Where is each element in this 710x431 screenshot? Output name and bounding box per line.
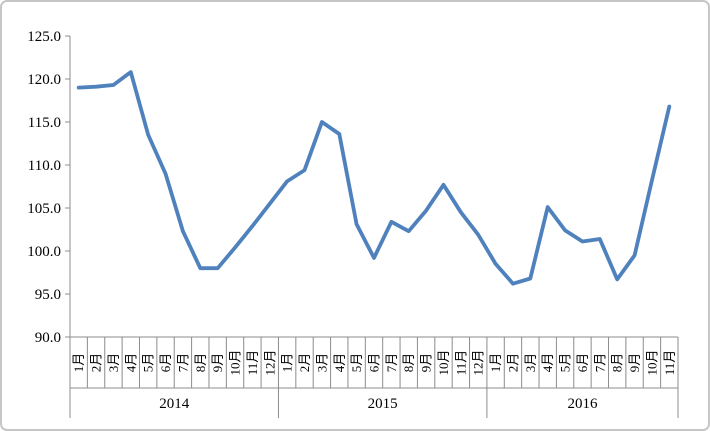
y-tick-label: 110.0 [28, 158, 61, 174]
month-label: 12月 [471, 349, 486, 375]
month-label: 3月 [314, 353, 329, 373]
month-label: 11月 [662, 350, 677, 376]
month-label: 7月 [384, 353, 399, 373]
month-label: 2月 [297, 353, 312, 373]
series-polyline [76, 70, 672, 286]
year-label: 2016 [567, 396, 598, 412]
month-label: 7月 [175, 353, 190, 373]
month-label: 8月 [401, 353, 416, 373]
y-tick-label: 120.0 [27, 72, 61, 88]
month-label: 10月 [436, 349, 451, 375]
month-label: 8月 [610, 353, 625, 373]
y-tick-label: 95.0 [35, 287, 61, 303]
month-label: 4月 [332, 353, 347, 373]
month-label: 6月 [158, 353, 173, 373]
month-label: 4月 [540, 353, 555, 373]
y-tick-label: 125.0 [27, 29, 61, 45]
month-label: 10月 [644, 349, 659, 375]
month-label: 1月 [280, 353, 295, 373]
month-label: 12月 [262, 349, 277, 375]
month-label: 2月 [505, 353, 520, 373]
year-label: 2014 [159, 396, 190, 412]
month-label: 2月 [89, 353, 104, 373]
month-label: 1月 [71, 353, 86, 373]
month-label: 1月 [488, 353, 503, 373]
year-label: 2015 [368, 396, 398, 412]
month-label: 11月 [245, 350, 260, 376]
y-tick-label: 115.0 [28, 115, 61, 131]
month-label: 5月 [349, 353, 364, 373]
month-label: 5月 [558, 353, 573, 373]
month-label: 9月 [627, 353, 642, 373]
month-label: 8月 [193, 353, 208, 373]
y-axis: 90.0 95.0 100.0 105.0 110.0 115.0 120.0 125.0 [27, 29, 71, 418]
month-label: 4月 [123, 353, 138, 373]
y-tick-label: 90.0 [35, 330, 61, 346]
month-label: 9月 [419, 353, 434, 373]
month-label: 6月 [575, 353, 590, 373]
month-label: 7月 [592, 353, 607, 373]
y-tick-label: 100.0 [27, 244, 61, 260]
x-axis-month-labels: 1月 2月 3月 4月 5月 6月 7月 8月 9月 10月 11月 12月 1月 2月 3月 4月 5月 6月 7… [71, 349, 677, 375]
month-label: 6月 [367, 353, 382, 373]
month-label: 9月 [210, 353, 225, 373]
x-axis-month-table [69, 336, 679, 418]
x-axis-year-labels: 2014 2015 2016 [159, 396, 598, 412]
month-label: 3月 [523, 353, 538, 373]
month-label: 5月 [141, 353, 156, 373]
y-tick-label: 105.0 [27, 201, 61, 217]
month-label: 3月 [106, 353, 121, 373]
month-label: 11月 [453, 350, 468, 376]
data-series-line [76, 70, 672, 286]
month-label: 10月 [228, 349, 243, 375]
